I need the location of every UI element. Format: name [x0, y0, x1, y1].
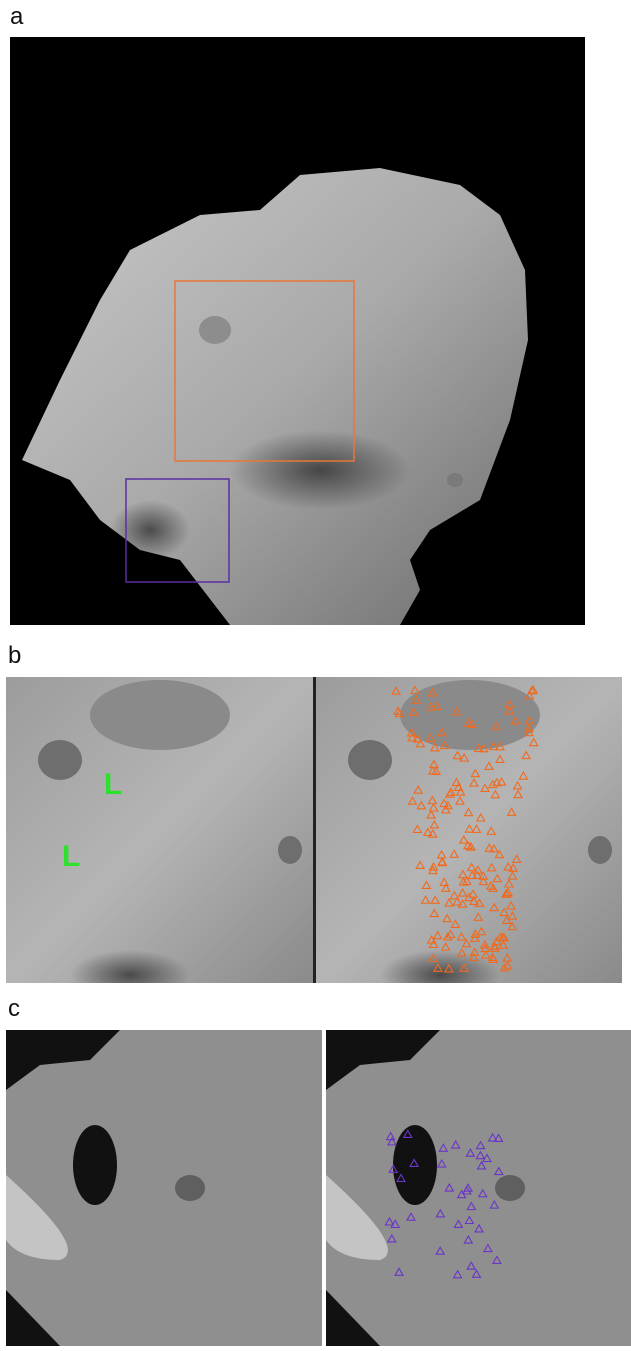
- shadow: [110, 500, 190, 560]
- panel-label: b: [8, 642, 21, 669]
- depression: [400, 680, 540, 750]
- crater: [348, 740, 392, 780]
- shadow: [73, 1125, 117, 1205]
- panel-label: a: [10, 3, 24, 30]
- shadow: [230, 430, 410, 510]
- panel-label: c: [8, 995, 20, 1022]
- crater: [278, 836, 302, 864]
- figure: a b L L c: [0, 0, 631, 1346]
- crater: [199, 316, 231, 344]
- crater: [38, 740, 82, 780]
- crater: [588, 836, 612, 864]
- crater: [175, 1175, 205, 1201]
- surface-image: [326, 1030, 631, 1346]
- shadow: [70, 950, 190, 1000]
- divider: [313, 677, 316, 983]
- shadow: [393, 1125, 437, 1205]
- surface-image: [6, 1030, 322, 1346]
- depression: [90, 680, 230, 750]
- marker-label: L: [62, 840, 80, 873]
- crater: [495, 1175, 525, 1201]
- crater: [447, 473, 463, 487]
- marker-label: L: [104, 768, 122, 801]
